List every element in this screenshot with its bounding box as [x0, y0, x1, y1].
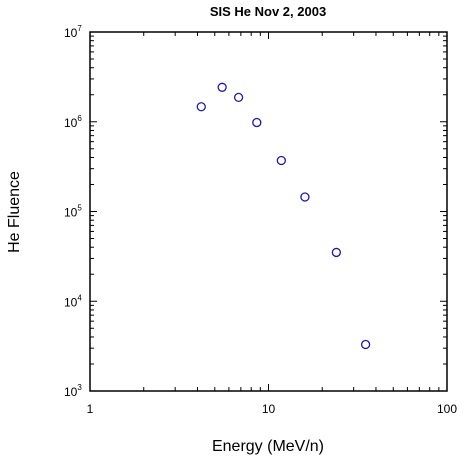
data-point — [331, 247, 342, 258]
data-point — [217, 82, 227, 92]
y-tick-label: 104 — [64, 293, 82, 309]
y-tick-label: 105 — [64, 204, 82, 220]
tick-marks — [89, 32, 447, 392]
x-tick-label: 1 — [87, 402, 94, 416]
y-tick-label: 106 — [64, 114, 82, 130]
y-tick-label: 107 — [64, 24, 82, 40]
x-axis-label: Energy (MeV/n) — [212, 438, 324, 455]
data-point — [360, 339, 371, 350]
y-tick-labels: 103 104 105 106 107 — [64, 24, 82, 399]
data-point — [233, 92, 244, 103]
y-axis-label: He Fluence — [6, 171, 23, 253]
y-tick-label: 103 — [64, 383, 82, 399]
data-point — [196, 102, 206, 112]
x-tick-label: 100 — [437, 402, 457, 416]
data-point — [276, 155, 286, 166]
data-point — [300, 192, 310, 202]
data-points — [196, 82, 371, 350]
x-tick-labels: 1 10 100 — [87, 402, 458, 416]
data-point — [252, 117, 262, 128]
plot-area-frame — [89, 31, 448, 392]
chart-title: SIS He Nov 2, 2003 — [210, 4, 326, 19]
x-tick-label: 10 — [262, 402, 276, 416]
